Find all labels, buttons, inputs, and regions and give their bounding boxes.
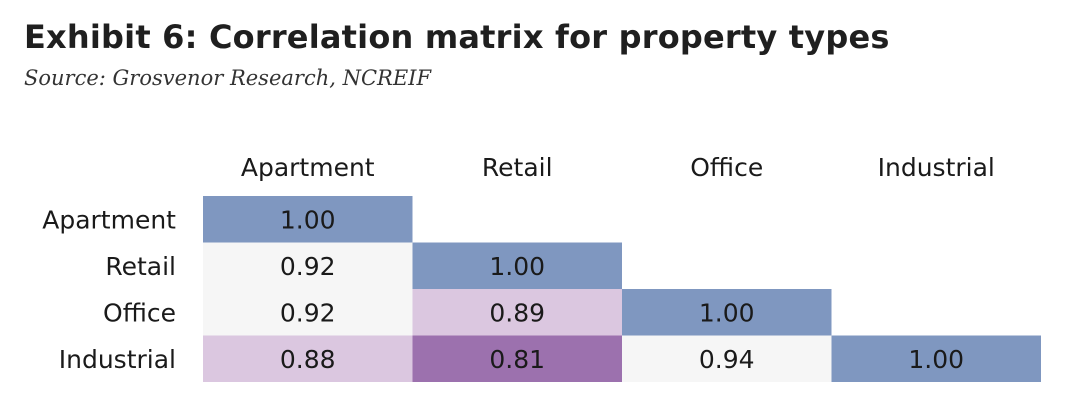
cell-value-industrial-retail: 0.81 [489,345,545,374]
cell-apartment-apartment [203,196,413,243]
cell-office-retail [412,289,622,336]
chart-source: Source: Grosvenor Research, NCREIF [24,66,432,90]
cell-value-retail-apartment: 0.92 [280,252,336,281]
cell-value-industrial-office: 0.94 [699,345,755,374]
column-header-retail: Retail [482,153,553,182]
cell-industrial-retail [412,335,622,382]
cell-retail-retail [412,242,622,289]
cell-industrial-office [622,335,832,382]
row-label-industrial: Industrial [59,345,176,374]
cell-industrial-apartment [203,335,413,382]
cell-office-apartment [203,289,413,336]
cell-office-office [622,289,832,336]
cell-value-apartment-apartment: 1.00 [280,205,336,234]
column-header-industrial: Industrial [878,153,995,182]
cell-retail-apartment [203,242,413,289]
cell-value-office-apartment: 0.92 [280,298,336,327]
row-label-office: Office [103,298,176,327]
cell-value-office-retail: 0.89 [489,298,545,327]
cell-industrial-industrial [831,335,1041,382]
cell-value-industrial-apartment: 0.88 [280,345,336,374]
column-header-office: Office [690,153,763,182]
cell-value-retail-retail: 1.00 [489,252,545,281]
cell-value-office-office: 1.00 [699,298,755,327]
cell-value-industrial-industrial: 1.00 [908,345,964,374]
column-header-apartment: Apartment [241,153,375,182]
row-label-apartment: Apartment [42,205,176,234]
row-label-retail: Retail [105,252,176,281]
chart-title: Exhibit 6: Correlation matrix for proper… [24,18,890,56]
